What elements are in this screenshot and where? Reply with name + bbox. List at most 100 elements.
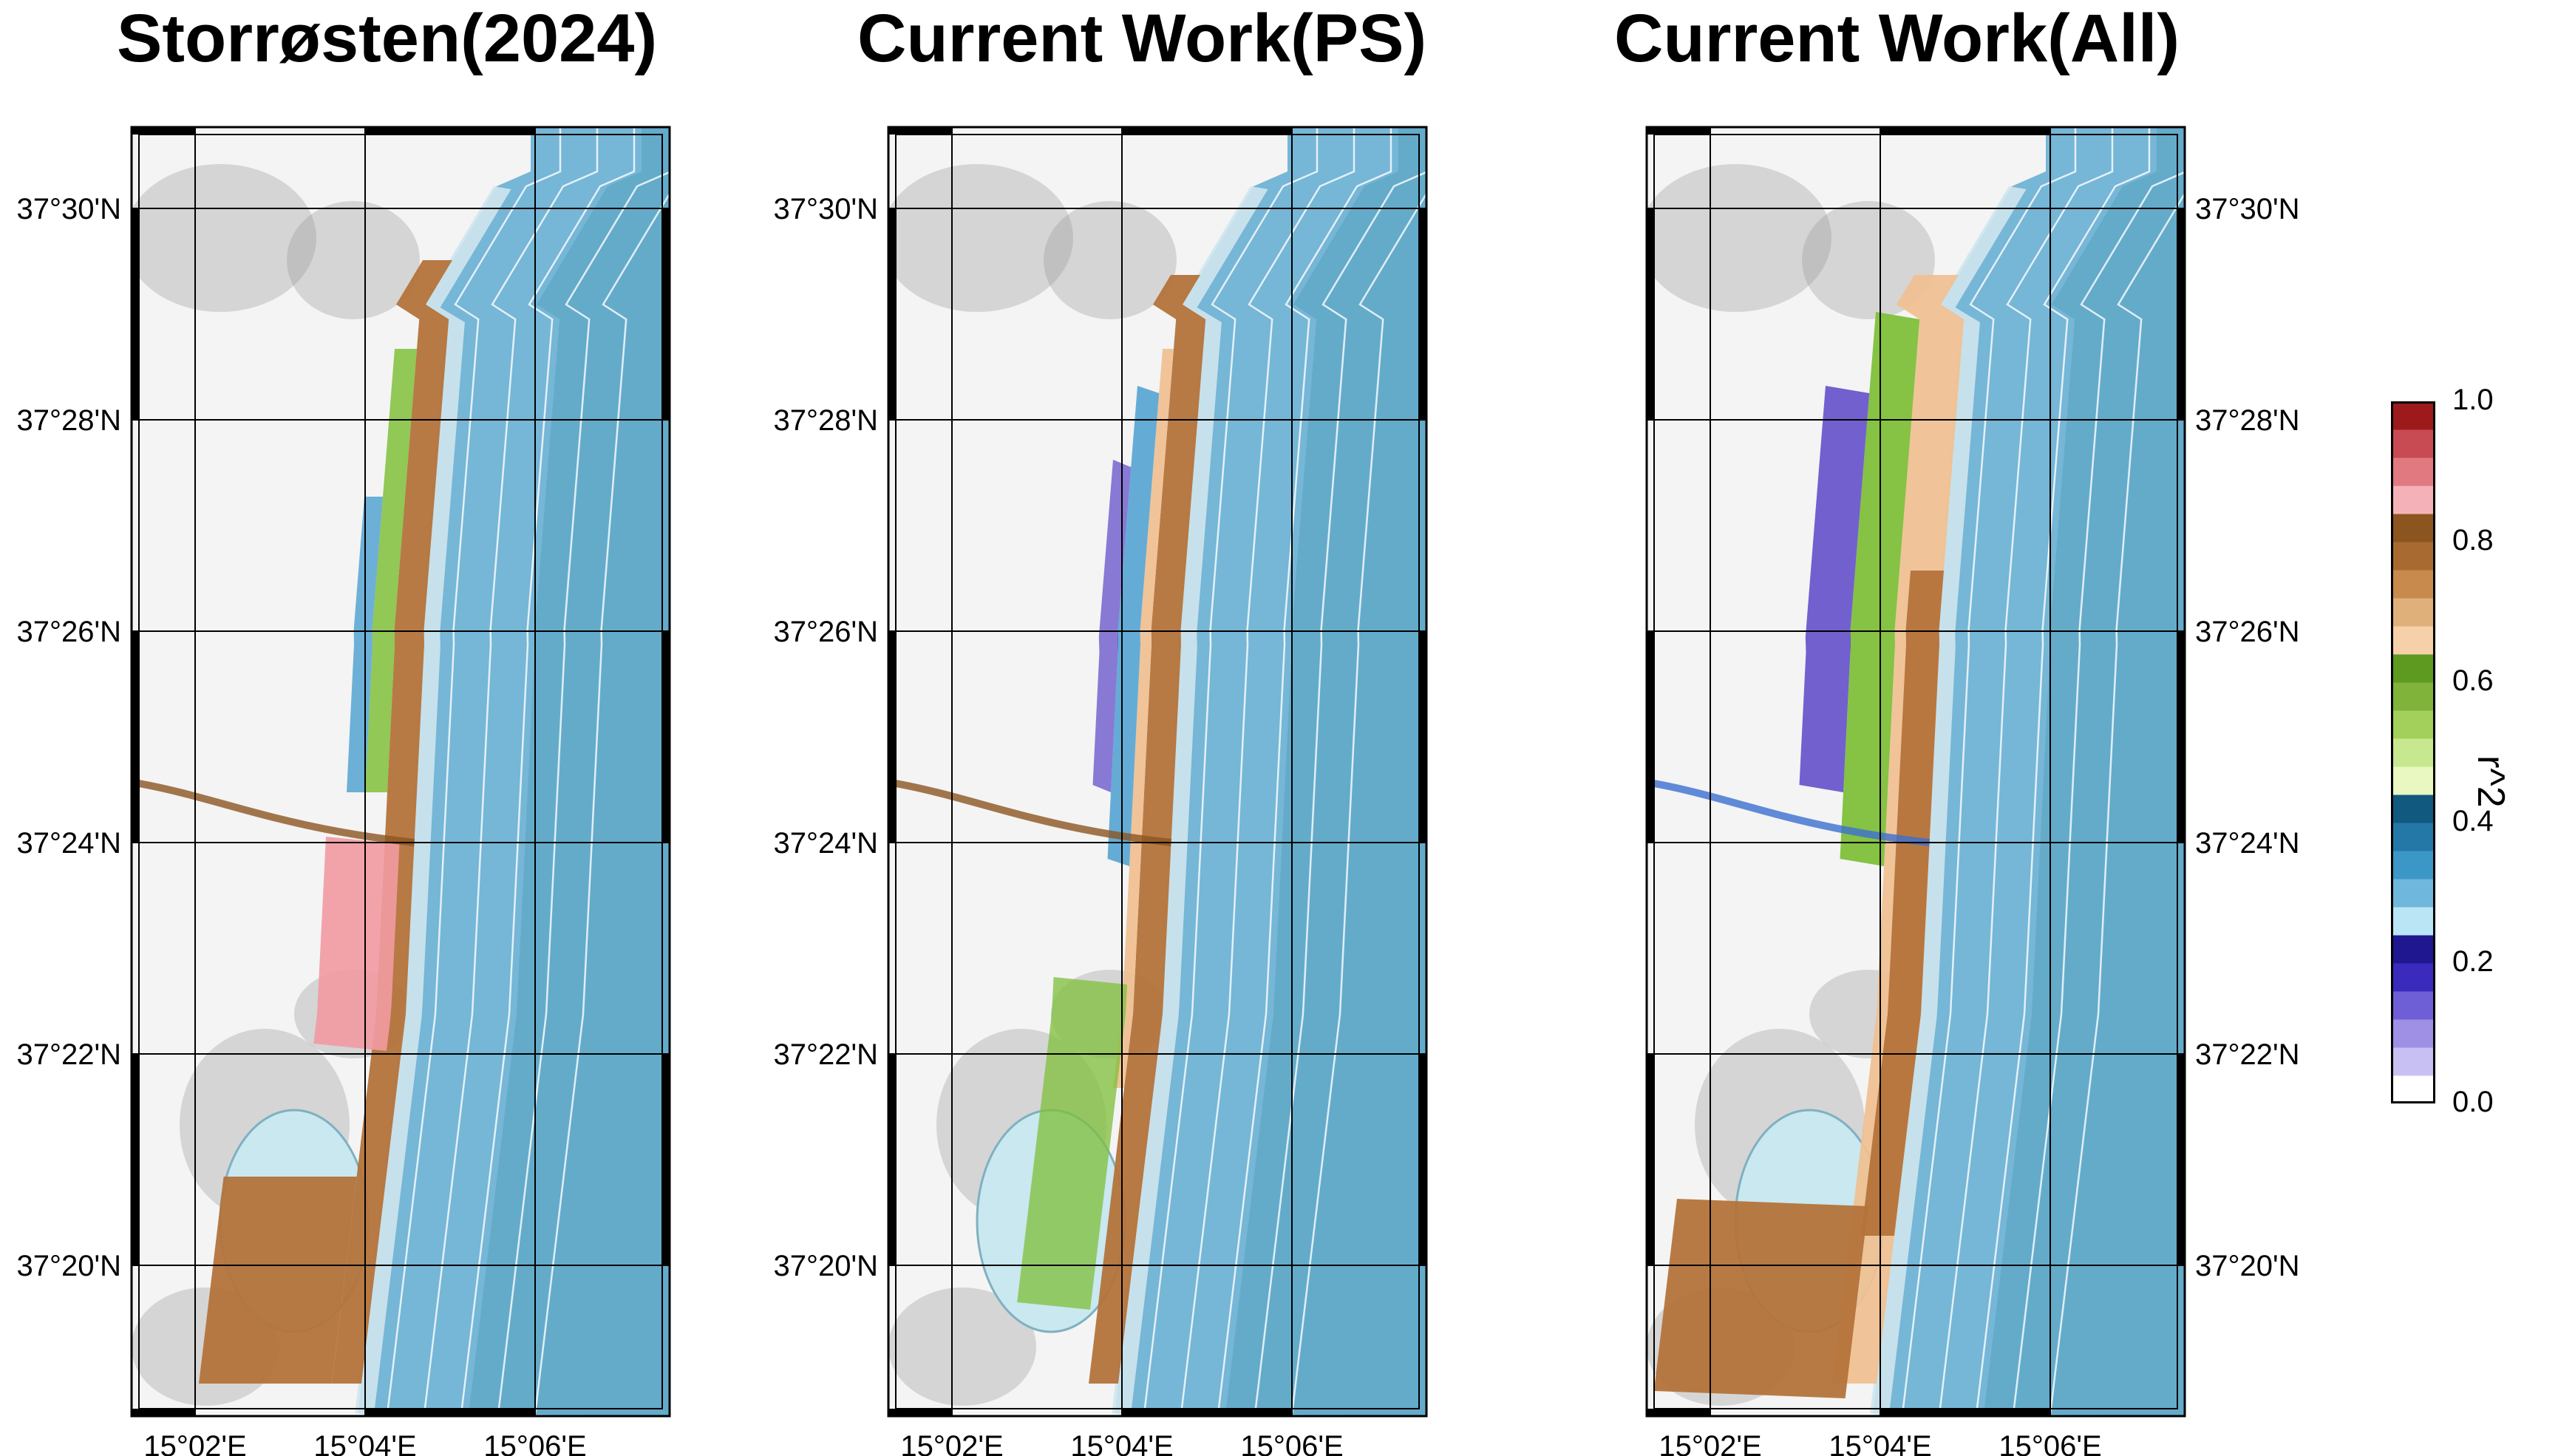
- hillshade-0: [888, 164, 1073, 312]
- lat-label: 37°30'N: [773, 193, 878, 225]
- coherence-band-brown: [1861, 571, 1944, 1236]
- lat-label: 37°28'N: [2195, 404, 2300, 437]
- colorbar-swatch: [2391, 514, 2435, 542]
- bathymetry-contour-2: [1217, 127, 1392, 1414]
- bathymetry-contour-2: [460, 127, 636, 1414]
- colorbar-tick-label: 0.2: [2452, 945, 2494, 978]
- coherence-band-green: [365, 349, 417, 792]
- bathymetry-contour-4: [1290, 191, 1426, 1414]
- colorbar: [2391, 401, 2435, 1103]
- colorbar-swatch: [2391, 963, 2435, 992]
- lon-label: 15°06'E: [1999, 1430, 2101, 1456]
- lat-label: 37°28'N: [773, 404, 878, 437]
- lat-label: 37°30'N: [2195, 193, 2300, 225]
- colorbar-swatch: [2391, 626, 2435, 655]
- hillshade-3: [888, 1287, 1036, 1406]
- lat-label: 37°20'N: [773, 1250, 878, 1282]
- bathymetry-contour-4: [2049, 191, 2185, 1414]
- river: [1653, 780, 1931, 846]
- river: [138, 780, 415, 846]
- bathymetry-contour-3: [1254, 171, 1426, 1414]
- map-panel-current-work-all: 37°30'N 37°28'N 37°26'N 37°24'N 37°22'N 37°20…: [1645, 126, 2300, 1456]
- coherence-band-south-brown: [1653, 1199, 1868, 1398]
- lon-label: 15°02'E: [143, 1430, 246, 1456]
- coherence-band-south-brown: [199, 1177, 357, 1384]
- panel-title-current-work-ps: Current Work(PS): [857, 1, 1427, 76]
- lat-label: 37°22'N: [16, 1038, 121, 1071]
- colorbar-tick-label: 0.8: [2452, 524, 2494, 557]
- colorbar-swatch: [2391, 823, 2435, 851]
- coherence-band-brown: [1089, 275, 1206, 1384]
- colorbar-swatch: [2391, 1019, 2435, 1048]
- hillshade-1: [1802, 201, 1935, 319]
- colorbar-tick-label: 0.0: [2452, 1086, 2494, 1118]
- colorbar-swatch: [2391, 457, 2435, 486]
- colorbar-swatch: [2391, 401, 2435, 430]
- colorbar-swatch: [2391, 935, 2435, 964]
- lon-label: 15°06'E: [483, 1430, 586, 1456]
- colorbar-swatch: [2391, 570, 2435, 599]
- colorbar-swatch: [2391, 682, 2435, 711]
- lon-label: 15°04'E: [1829, 1430, 1931, 1456]
- map-panel-current-work-ps: 37°30'N 37°28'N 37°26'N 37°24'N 37°22'N 37°20…: [773, 126, 1428, 1456]
- hillshade-0: [1647, 164, 1831, 312]
- bathymetry-contour-3: [2012, 171, 2185, 1414]
- lon-label: 15°04'E: [313, 1430, 416, 1456]
- colorbar-swatch: [2391, 879, 2435, 908]
- lat-label: 37°24'N: [16, 827, 121, 860]
- bathymetry-contour-0: [1143, 127, 1319, 1414]
- lon-label: 15°02'E: [900, 1430, 1003, 1456]
- lat-label: 37°26'N: [773, 616, 878, 648]
- lat-label: 37°28'N: [16, 404, 121, 437]
- lat-label: 37°26'N: [16, 616, 121, 648]
- colorbar-swatch: [2391, 738, 2435, 767]
- colorbar-swatch: [2391, 991, 2435, 1020]
- bathymetry-contour-0: [386, 127, 562, 1414]
- colorbar-tick-label: 0.6: [2452, 664, 2494, 697]
- bathymetry-contour-1: [1938, 127, 2114, 1414]
- colorbar-swatch: [2391, 429, 2435, 458]
- lat-label: 37°20'N: [16, 1250, 121, 1282]
- coherence-band-purple: [1799, 386, 1870, 792]
- map-svg: 37°30'N 37°28'N 37°26'N 37°24'N 37°22'N 37°20…: [1645, 126, 2300, 1456]
- lat-label: 37°20'N: [2195, 1250, 2300, 1282]
- map-svg: 37°30'N 37°28'N 37°26'N 37°24'N 37°22'N 37°20…: [16, 126, 671, 1456]
- hillshade-1: [1044, 201, 1177, 319]
- bathymetry-contour-2: [1975, 127, 2151, 1414]
- panel-title-storrosten: Storrøsten(2024): [117, 1, 658, 76]
- lat-label: 37°22'N: [773, 1038, 878, 1071]
- colorbar-tick-label: 1.0: [2452, 384, 2494, 416]
- bathymetry-contour-3: [497, 171, 670, 1414]
- panel-title-current-work-all: Current Work(All): [1614, 1, 2180, 76]
- bathymetry-contour-0: [1901, 127, 2077, 1414]
- colorbar-swatch: [2391, 1075, 2435, 1103]
- bathymetry-contour-4: [534, 191, 670, 1414]
- coherence-band-peach: [1113, 349, 1174, 1088]
- hillshade-1: [287, 201, 420, 319]
- colorbar-swatch: [2391, 907, 2435, 936]
- colorbar-swatch: [2391, 795, 2435, 823]
- map-svg: 37°30'N 37°28'N 37°26'N 37°24'N 37°22'N 37°20…: [773, 126, 1428, 1456]
- lon-label: 15°02'E: [1659, 1430, 1761, 1456]
- coherence-band-green: [1017, 977, 1127, 1310]
- coherence-band-pink: [313, 837, 400, 1051]
- bathymetry-contour-1: [423, 127, 599, 1414]
- lon-label: 15°06'E: [1240, 1430, 1343, 1456]
- lat-label: 37°22'N: [2195, 1038, 2300, 1071]
- hillshade-0: [132, 164, 316, 312]
- colorbar-tick-label: 0.4: [2452, 805, 2494, 837]
- river: [895, 780, 1172, 846]
- coherence-band-brown: [332, 260, 452, 1384]
- colorbar-frame: [2391, 401, 2435, 1103]
- lat-label: 37°24'N: [2195, 827, 2300, 860]
- colorbar-swatch: [2391, 851, 2435, 880]
- coherence-band-blue: [1107, 386, 1160, 866]
- sea: [358, 127, 670, 1416]
- colorbar-swatch: [2391, 598, 2435, 627]
- colorbar-swatch: [2391, 654, 2435, 683]
- colorbar-label: r^2: [2469, 755, 2512, 808]
- lat-label: 37°30'N: [16, 193, 121, 225]
- colorbar-swatch: [2391, 766, 2435, 795]
- lat-label: 37°24'N: [773, 827, 878, 860]
- map-panel-storrosten: 37°30'N 37°28'N 37°26'N 37°24'N 37°22'N 37°20…: [16, 126, 671, 1456]
